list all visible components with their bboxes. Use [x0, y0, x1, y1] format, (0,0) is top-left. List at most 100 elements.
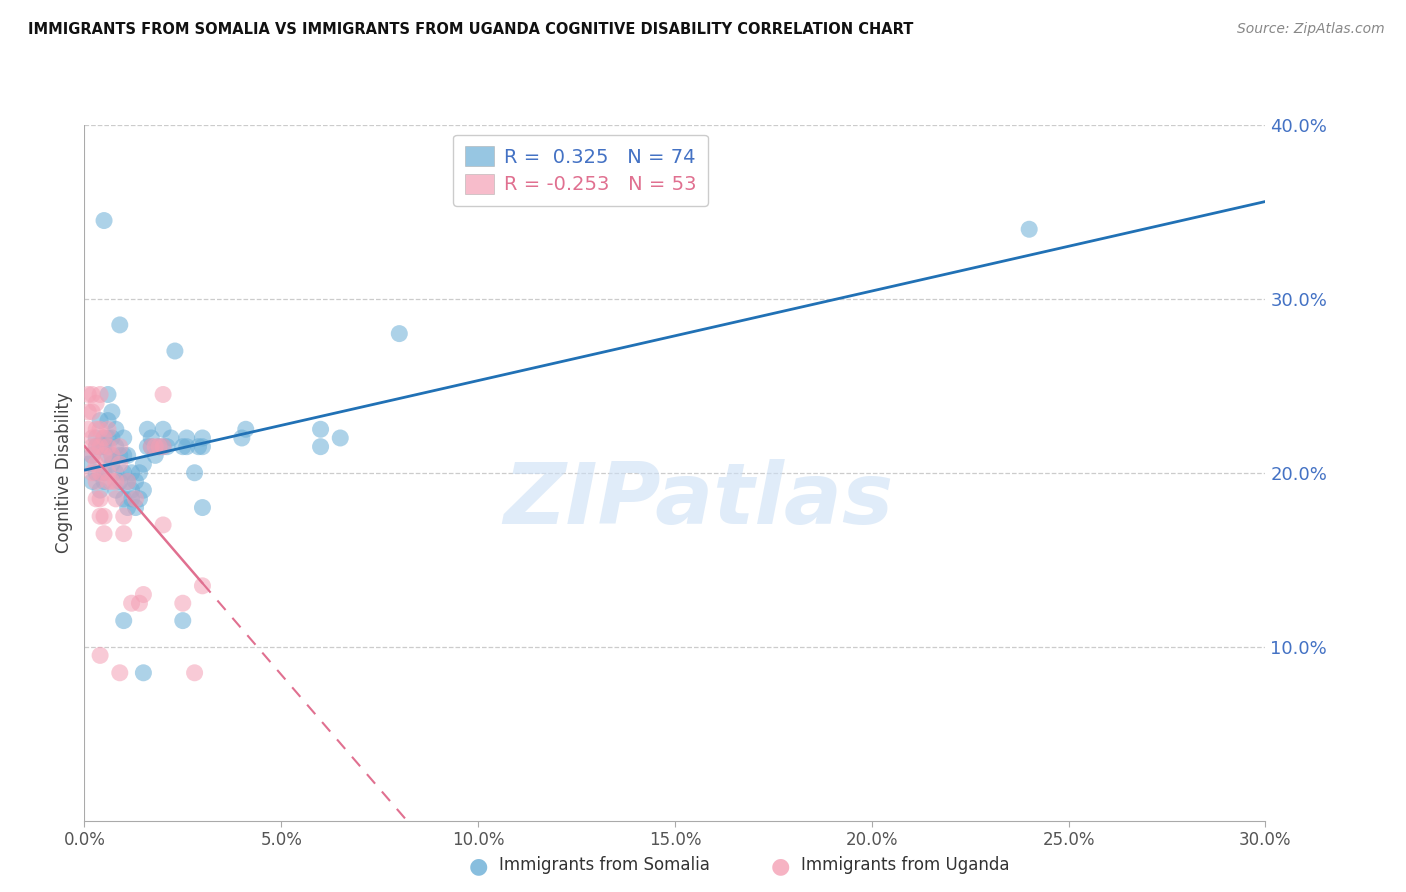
Point: [121, 483, 143, 497]
Point: [108, 440, 131, 454]
Point: [84, 440, 107, 454]
Point: [112, 466, 135, 480]
Point: [128, 491, 150, 506]
Text: Source: ZipAtlas.com: Source: ZipAtlas.com: [1237, 22, 1385, 37]
Point: [132, 665, 155, 680]
Point: [97, 448, 120, 462]
Point: [84, 491, 107, 506]
Point: [82, 448, 104, 462]
Point: [93, 509, 115, 524]
Point: [84, 431, 107, 445]
Point: [89, 414, 111, 428]
Point: [101, 405, 124, 419]
Point: [93, 475, 115, 489]
Point: [112, 491, 135, 506]
Point: [143, 440, 166, 454]
Point: [121, 596, 143, 610]
Point: [77, 405, 100, 419]
Point: [104, 466, 127, 480]
Point: [329, 431, 352, 445]
Point: [93, 526, 115, 541]
Y-axis label: Cognitive Disability: Cognitive Disability: [55, 392, 73, 553]
Point: [89, 440, 111, 454]
Point: [176, 431, 198, 445]
Point: [77, 387, 100, 401]
Point: [148, 440, 170, 454]
Point: [82, 466, 104, 480]
Point: [97, 440, 120, 454]
Point: [89, 491, 111, 506]
Point: [93, 440, 115, 454]
Point: [191, 431, 214, 445]
Point: [104, 440, 127, 454]
Point: [128, 466, 150, 480]
Point: [172, 440, 194, 454]
Point: [152, 517, 174, 532]
Point: [104, 491, 127, 506]
Point: [143, 448, 166, 462]
Point: [231, 431, 253, 445]
Point: [89, 648, 111, 663]
Point: [132, 457, 155, 471]
Point: [191, 500, 214, 515]
Point: [112, 509, 135, 524]
Text: Immigrants from Uganda: Immigrants from Uganda: [801, 856, 1010, 874]
Point: [117, 475, 139, 489]
Point: [108, 665, 131, 680]
Point: [1018, 222, 1040, 236]
Point: [148, 440, 170, 454]
Point: [132, 483, 155, 497]
Text: ZIPatlas: ZIPatlas: [503, 459, 894, 542]
Text: Immigrants from Somalia: Immigrants from Somalia: [499, 856, 710, 874]
Point: [309, 440, 332, 454]
Point: [97, 387, 120, 401]
Point: [112, 431, 135, 445]
Point: [117, 475, 139, 489]
Point: [77, 457, 100, 471]
Text: IMMIGRANTS FROM SOMALIA VS IMMIGRANTS FROM UGANDA COGNITIVE DISABILITY CORRELATI: IMMIGRANTS FROM SOMALIA VS IMMIGRANTS FR…: [28, 22, 914, 37]
Point: [124, 491, 146, 506]
Point: [160, 431, 183, 445]
Point: [89, 440, 111, 454]
Point: [97, 475, 120, 489]
Point: [141, 431, 163, 445]
Point: [84, 466, 107, 480]
Point: [108, 475, 131, 489]
Point: [172, 596, 194, 610]
Point: [84, 440, 107, 454]
Point: [191, 579, 214, 593]
Point: [84, 475, 107, 489]
Point: [183, 466, 205, 480]
Point: [84, 422, 107, 436]
Point: [176, 440, 198, 454]
Point: [132, 587, 155, 601]
Point: [388, 326, 411, 341]
Point: [163, 343, 186, 358]
Point: [101, 431, 124, 445]
Point: [82, 431, 104, 445]
Point: [97, 422, 120, 436]
Point: [89, 466, 111, 480]
Point: [93, 213, 115, 227]
Point: [141, 440, 163, 454]
Point: [101, 457, 124, 471]
Point: [93, 448, 115, 462]
Point: [112, 614, 135, 628]
Point: [191, 440, 214, 454]
Point: [101, 475, 124, 489]
Point: [82, 440, 104, 454]
Point: [93, 466, 115, 480]
Point: [89, 422, 111, 436]
Point: [82, 405, 104, 419]
Point: [82, 475, 104, 489]
Point: [89, 509, 111, 524]
Legend: R =  0.325   N = 74, R = -0.253   N = 53: R = 0.325 N = 74, R = -0.253 N = 53: [453, 135, 707, 206]
Point: [97, 466, 120, 480]
Point: [152, 422, 174, 436]
Point: [112, 448, 135, 462]
Point: [124, 500, 146, 515]
Point: [235, 422, 257, 436]
Point: [183, 665, 205, 680]
Point: [97, 414, 120, 428]
Point: [93, 431, 115, 445]
